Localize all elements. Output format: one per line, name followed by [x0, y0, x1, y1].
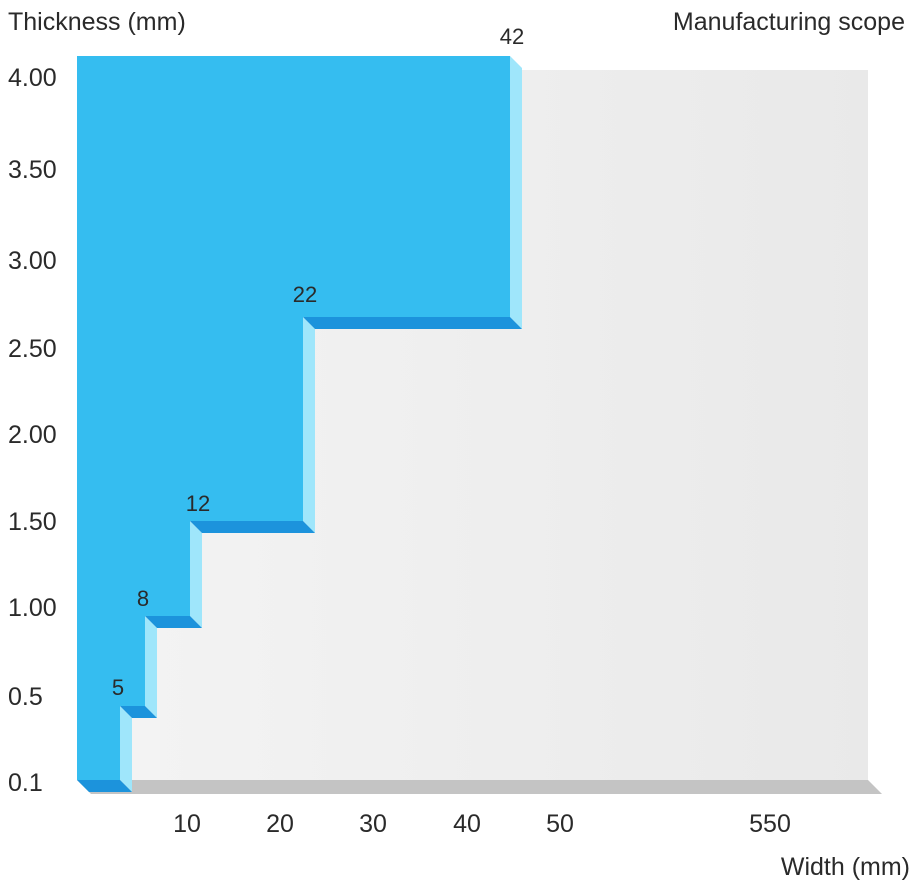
y-tick-label: 1.00 [8, 594, 57, 622]
step-side-face-4 [510, 56, 522, 329]
step-width-label: 12 [186, 491, 210, 516]
y-tick-label: 4.00 [8, 64, 57, 92]
step-ledge-0 [77, 780, 132, 792]
step-side-face-3 [303, 317, 315, 533]
x-tick-label: 550 [749, 810, 791, 838]
step-side-face-1 [145, 616, 157, 718]
y-tick-label: 0.5 [8, 683, 43, 711]
x-tick-label: 10 [173, 810, 201, 838]
chart-title: Manufacturing scope [673, 8, 905, 36]
step-side-face-0 [120, 706, 132, 792]
step-width-label: 42 [500, 24, 524, 49]
y-tick-label: 2.00 [8, 421, 57, 449]
step-ledge-2 [145, 616, 202, 628]
x-tick-label: 40 [453, 810, 481, 838]
x-tick-label: 50 [546, 810, 574, 838]
step-ledge-3 [190, 521, 315, 533]
y-axis-label: Thickness (mm) [8, 8, 186, 36]
step-ledge-4 [303, 317, 522, 329]
step-width-label: 22 [293, 282, 317, 307]
y-tick-label: 3.00 [8, 247, 57, 275]
y-tick-label: 3.50 [8, 156, 57, 184]
step-ledge-1 [120, 706, 157, 718]
scope-fill-area [77, 56, 510, 780]
y-tick-label: 1.50 [8, 508, 57, 536]
y-tick-label: 2.50 [8, 335, 57, 363]
step-side-face-2 [190, 521, 202, 628]
x-tick-label: 30 [359, 810, 387, 838]
step-width-label: 5 [112, 675, 124, 700]
step-width-label: 8 [137, 586, 149, 611]
x-tick-label: 20 [266, 810, 294, 838]
y-tick-label: 0.1 [8, 769, 43, 797]
floor-shadow [77, 780, 882, 794]
x-axis-label: Width (mm) [781, 853, 910, 881]
